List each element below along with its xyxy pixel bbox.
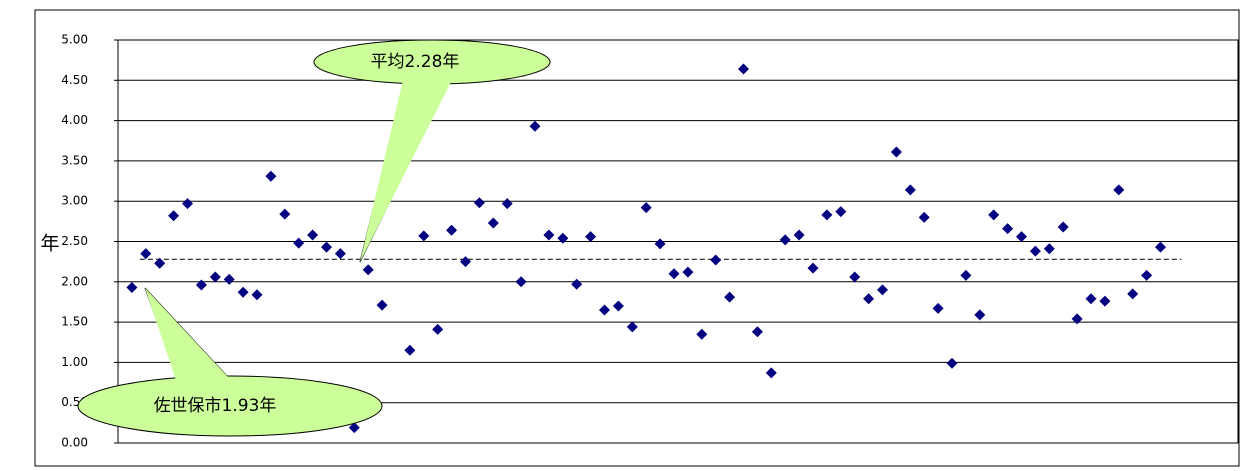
point: [793, 229, 805, 241]
y-tick-label: 2.00: [61, 274, 88, 288]
point: [501, 198, 513, 210]
point: [376, 299, 388, 311]
annotation: 平均2.28年: [371, 52, 460, 72]
point: [265, 170, 277, 182]
point: [223, 273, 235, 285]
point: [1002, 223, 1014, 235]
callout-join: [360, 80, 452, 262]
annotation: 佐世保市1.93年: [154, 396, 277, 416]
point: [1057, 221, 1069, 233]
point: [446, 224, 458, 236]
point: [863, 293, 875, 305]
point: [640, 202, 652, 214]
callout-bubble: [77, 375, 383, 437]
point: [751, 326, 763, 338]
point: [418, 230, 430, 242]
point: [849, 271, 861, 283]
point: [168, 210, 180, 222]
point: [599, 304, 610, 316]
point: [932, 302, 944, 314]
y-tick-label: 3.50: [61, 153, 88, 167]
point: [1071, 313, 1083, 325]
point: [960, 269, 972, 281]
point: [460, 256, 471, 268]
y-tick-label: 4.50: [61, 73, 88, 87]
y-tick-label: 0.00: [61, 436, 88, 450]
point: [904, 184, 916, 196]
point: [835, 206, 847, 218]
y-axis-label: 年: [40, 233, 59, 255]
y-tick-label: 4.00: [61, 113, 88, 127]
y-tick-label: 5.00: [61, 33, 88, 47]
point: [821, 209, 833, 221]
point: [515, 276, 527, 288]
point: [571, 278, 583, 290]
point: [890, 146, 902, 158]
point: [612, 300, 624, 312]
point: [1029, 245, 1041, 257]
point: [724, 291, 736, 303]
point: [307, 229, 319, 241]
point: [988, 209, 1000, 221]
point: [195, 279, 207, 291]
callout-join: [145, 288, 242, 392]
y-tick-label: 3.00: [61, 194, 88, 208]
point: [1127, 288, 1139, 300]
point: [1085, 293, 1097, 305]
point: [1141, 269, 1153, 281]
point: [348, 422, 360, 434]
point: [140, 248, 152, 260]
point: [710, 254, 722, 266]
point: [779, 234, 791, 246]
point: [1155, 241, 1166, 253]
point: [237, 286, 249, 298]
point: [432, 323, 444, 335]
point: [1043, 243, 1055, 255]
point: [765, 367, 777, 379]
point: [362, 264, 374, 276]
point: [487, 217, 499, 229]
point: [877, 284, 888, 296]
point: [126, 281, 138, 293]
point: [279, 208, 291, 220]
y-tick-label: 1.00: [61, 355, 88, 369]
point: [154, 257, 166, 269]
point: [1099, 295, 1111, 307]
point: [473, 197, 485, 209]
point: [946, 357, 958, 369]
point: [1016, 231, 1027, 243]
point: [626, 321, 638, 333]
point: [668, 268, 680, 280]
point: [918, 211, 930, 223]
point: [585, 231, 597, 243]
point: [974, 309, 986, 321]
y-tick-label: 1.50: [61, 315, 88, 329]
point: [654, 238, 666, 250]
point: [404, 344, 416, 356]
point: [1113, 184, 1125, 196]
point: [182, 198, 193, 210]
point: [696, 328, 708, 340]
point: [209, 271, 221, 283]
point: [557, 232, 569, 244]
point: [807, 262, 819, 274]
y-tick-label: 2.50: [61, 234, 88, 248]
point: [543, 229, 555, 241]
point: [293, 237, 305, 249]
point: [682, 266, 694, 278]
point: [321, 241, 332, 253]
point: [529, 120, 541, 132]
point: [251, 289, 263, 301]
point: [334, 248, 346, 260]
point: [738, 63, 749, 75]
